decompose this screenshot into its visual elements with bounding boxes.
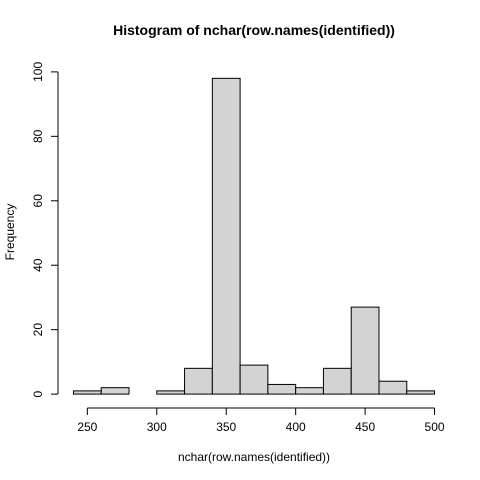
histogram-bar-360-380 (239, 364, 269, 395)
histogram-bar-320-340 (184, 367, 213, 395)
histogram-bar-460-480 (378, 380, 408, 395)
chart-title: Histogram of nchar(row.names(identified)… (113, 22, 395, 38)
y-axis-label: Frequency (3, 204, 17, 261)
histogram-bars (72, 77, 436, 395)
histogram-bar-400-420 (295, 387, 324, 395)
y-tick-label-60: 60 (31, 194, 45, 208)
x-tick-label-300: 300 (147, 420, 167, 434)
x-tick-label-350: 350 (216, 420, 236, 434)
x-axis: 250 300 350 400 450 500 (77, 407, 445, 434)
histogram-bar-440-460 (350, 306, 380, 395)
x-axis-label: nchar(row.names(identified)) (178, 450, 330, 464)
y-axis: 0 20 40 60 80 100 (31, 62, 59, 397)
histogram-bar-300-320 (156, 390, 186, 395)
x-tick-label-400: 400 (286, 420, 306, 434)
histogram-bar-260-280 (100, 387, 130, 395)
y-tick-label-100: 100 (31, 62, 45, 82)
x-tick-label-500: 500 (425, 420, 445, 434)
histogram-bar-420-440 (322, 367, 352, 395)
histogram-bar-340-360 (211, 77, 241, 395)
y-tick-label-0: 0 (31, 390, 45, 397)
histogram-bar-380-400 (267, 383, 297, 395)
histogram-bar-240-260 (72, 390, 102, 395)
y-tick-label-20: 20 (31, 323, 45, 337)
histogram-bar-480-500 (406, 390, 436, 395)
x-tick-label-250: 250 (77, 420, 97, 434)
x-tick-label-450: 450 (355, 420, 375, 434)
y-tick-label-40: 40 (31, 258, 45, 272)
y-tick-label-80: 80 (31, 129, 45, 143)
